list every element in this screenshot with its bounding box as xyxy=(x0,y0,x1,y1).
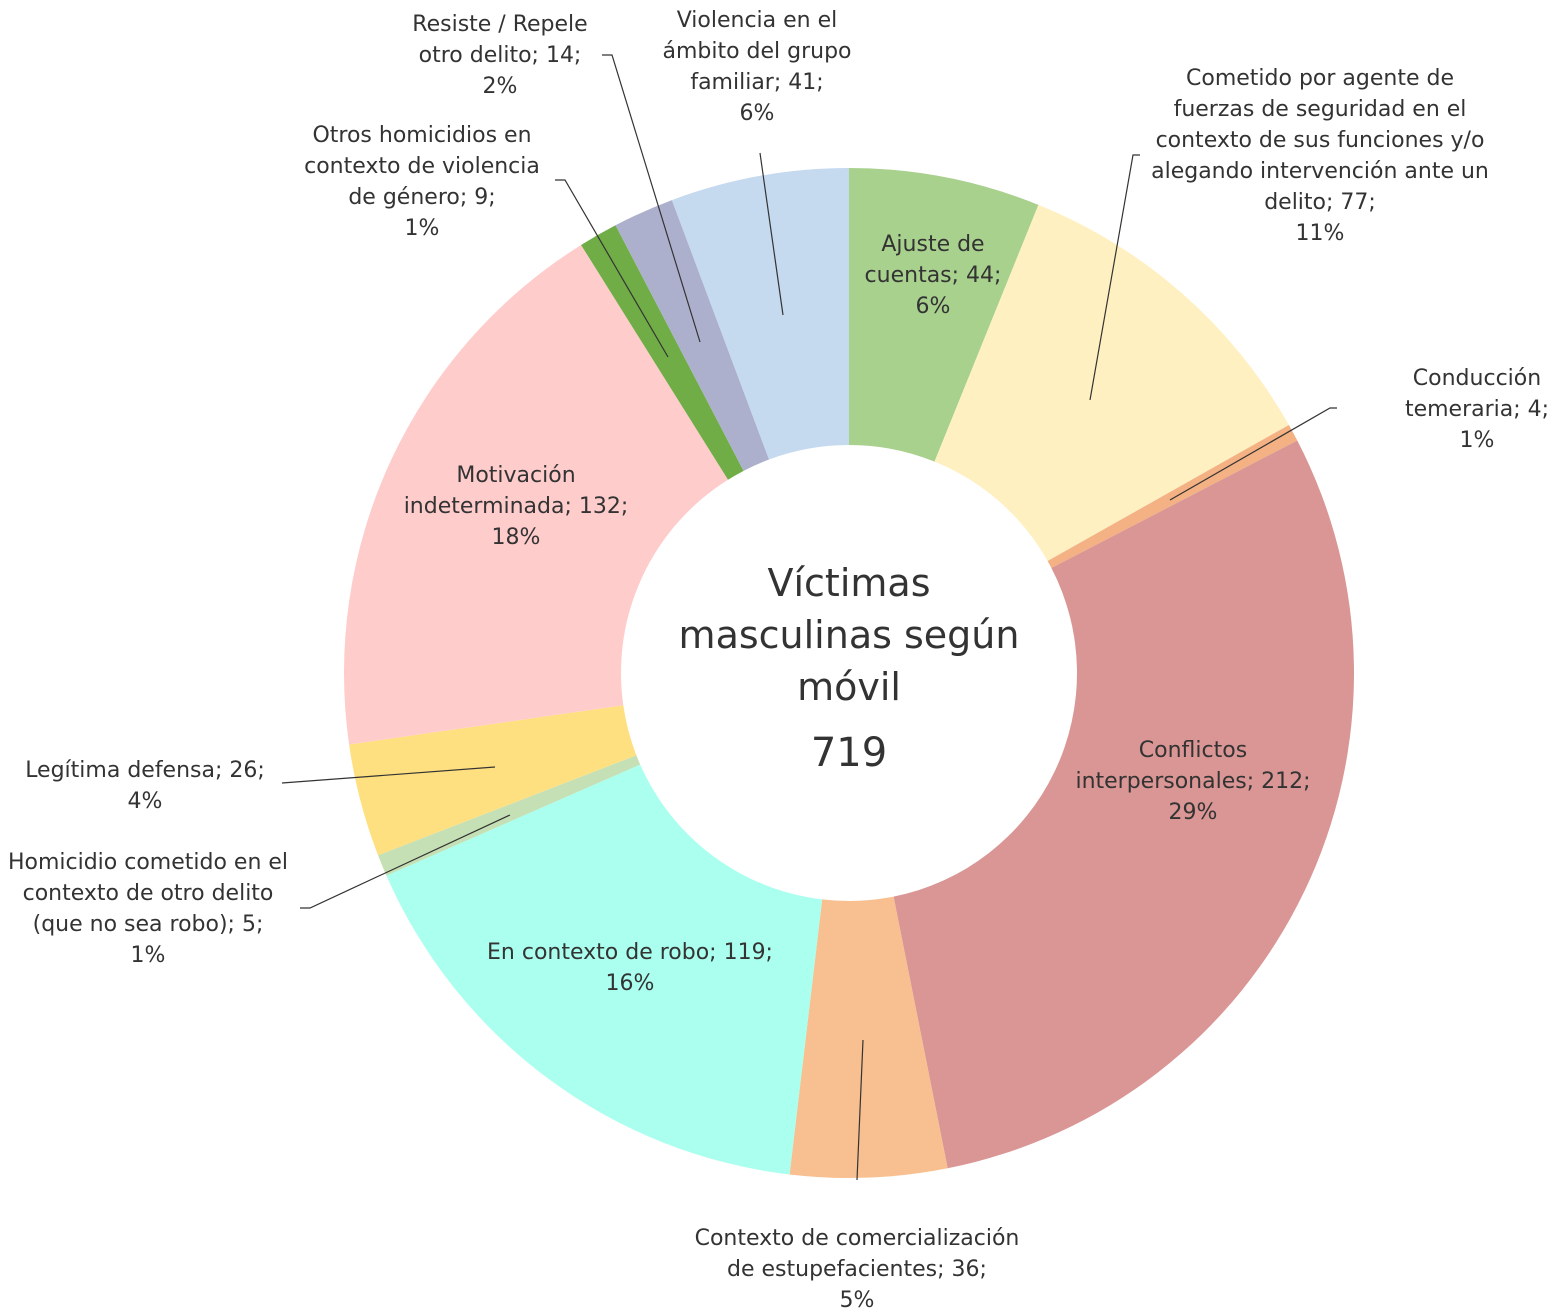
data-label: En contexto de robo; 119; 16% xyxy=(487,940,773,996)
data-label: Homicidio cometido en el contexto de otro… xyxy=(8,850,288,968)
data-label: Violencia en el ámbito del grupo familiar;… xyxy=(662,8,851,126)
leader-line xyxy=(856,1039,864,1181)
slice xyxy=(349,705,637,856)
data-label: Contexto de comercialización de estupefac… xyxy=(695,1226,1020,1312)
chart-title: Víctimas masculinas según móvil xyxy=(679,561,1020,709)
slice xyxy=(671,168,849,460)
data-label: Legítima defensa; 26; 4% xyxy=(25,758,265,814)
slice xyxy=(581,225,744,480)
data-label: Otros homicidios en contexto de violencia… xyxy=(304,123,540,241)
data-label: Resiste / Repele otro delito; 14; 2% xyxy=(412,12,587,99)
leader-line xyxy=(1169,407,1337,501)
total: 719 xyxy=(811,730,887,776)
slice xyxy=(789,896,948,1178)
slice xyxy=(386,764,823,1175)
slice xyxy=(1047,424,1298,569)
leader-line xyxy=(300,814,511,909)
slice xyxy=(344,244,729,745)
leader-line xyxy=(555,179,669,358)
leader-line xyxy=(602,54,701,343)
slice xyxy=(849,168,1039,462)
slice xyxy=(934,204,1289,562)
data-label: Conducción temeraria; 4; 1% xyxy=(1405,366,1549,453)
leader-line xyxy=(1089,154,1140,401)
slice xyxy=(893,440,1354,1169)
leader-line xyxy=(759,152,784,316)
slice xyxy=(615,200,770,471)
donut xyxy=(344,168,1354,1178)
leader-line xyxy=(281,766,496,784)
data-label: Motivación indeterminada; 132; 18% xyxy=(404,463,629,550)
data-label: Cometido por agente de fuerzas de segurid… xyxy=(1151,66,1489,246)
data-label: Conflictos interpersonales; 212; 29% xyxy=(1075,738,1310,825)
data-label: Ajuste de cuentas; 44; 6% xyxy=(865,232,1002,319)
